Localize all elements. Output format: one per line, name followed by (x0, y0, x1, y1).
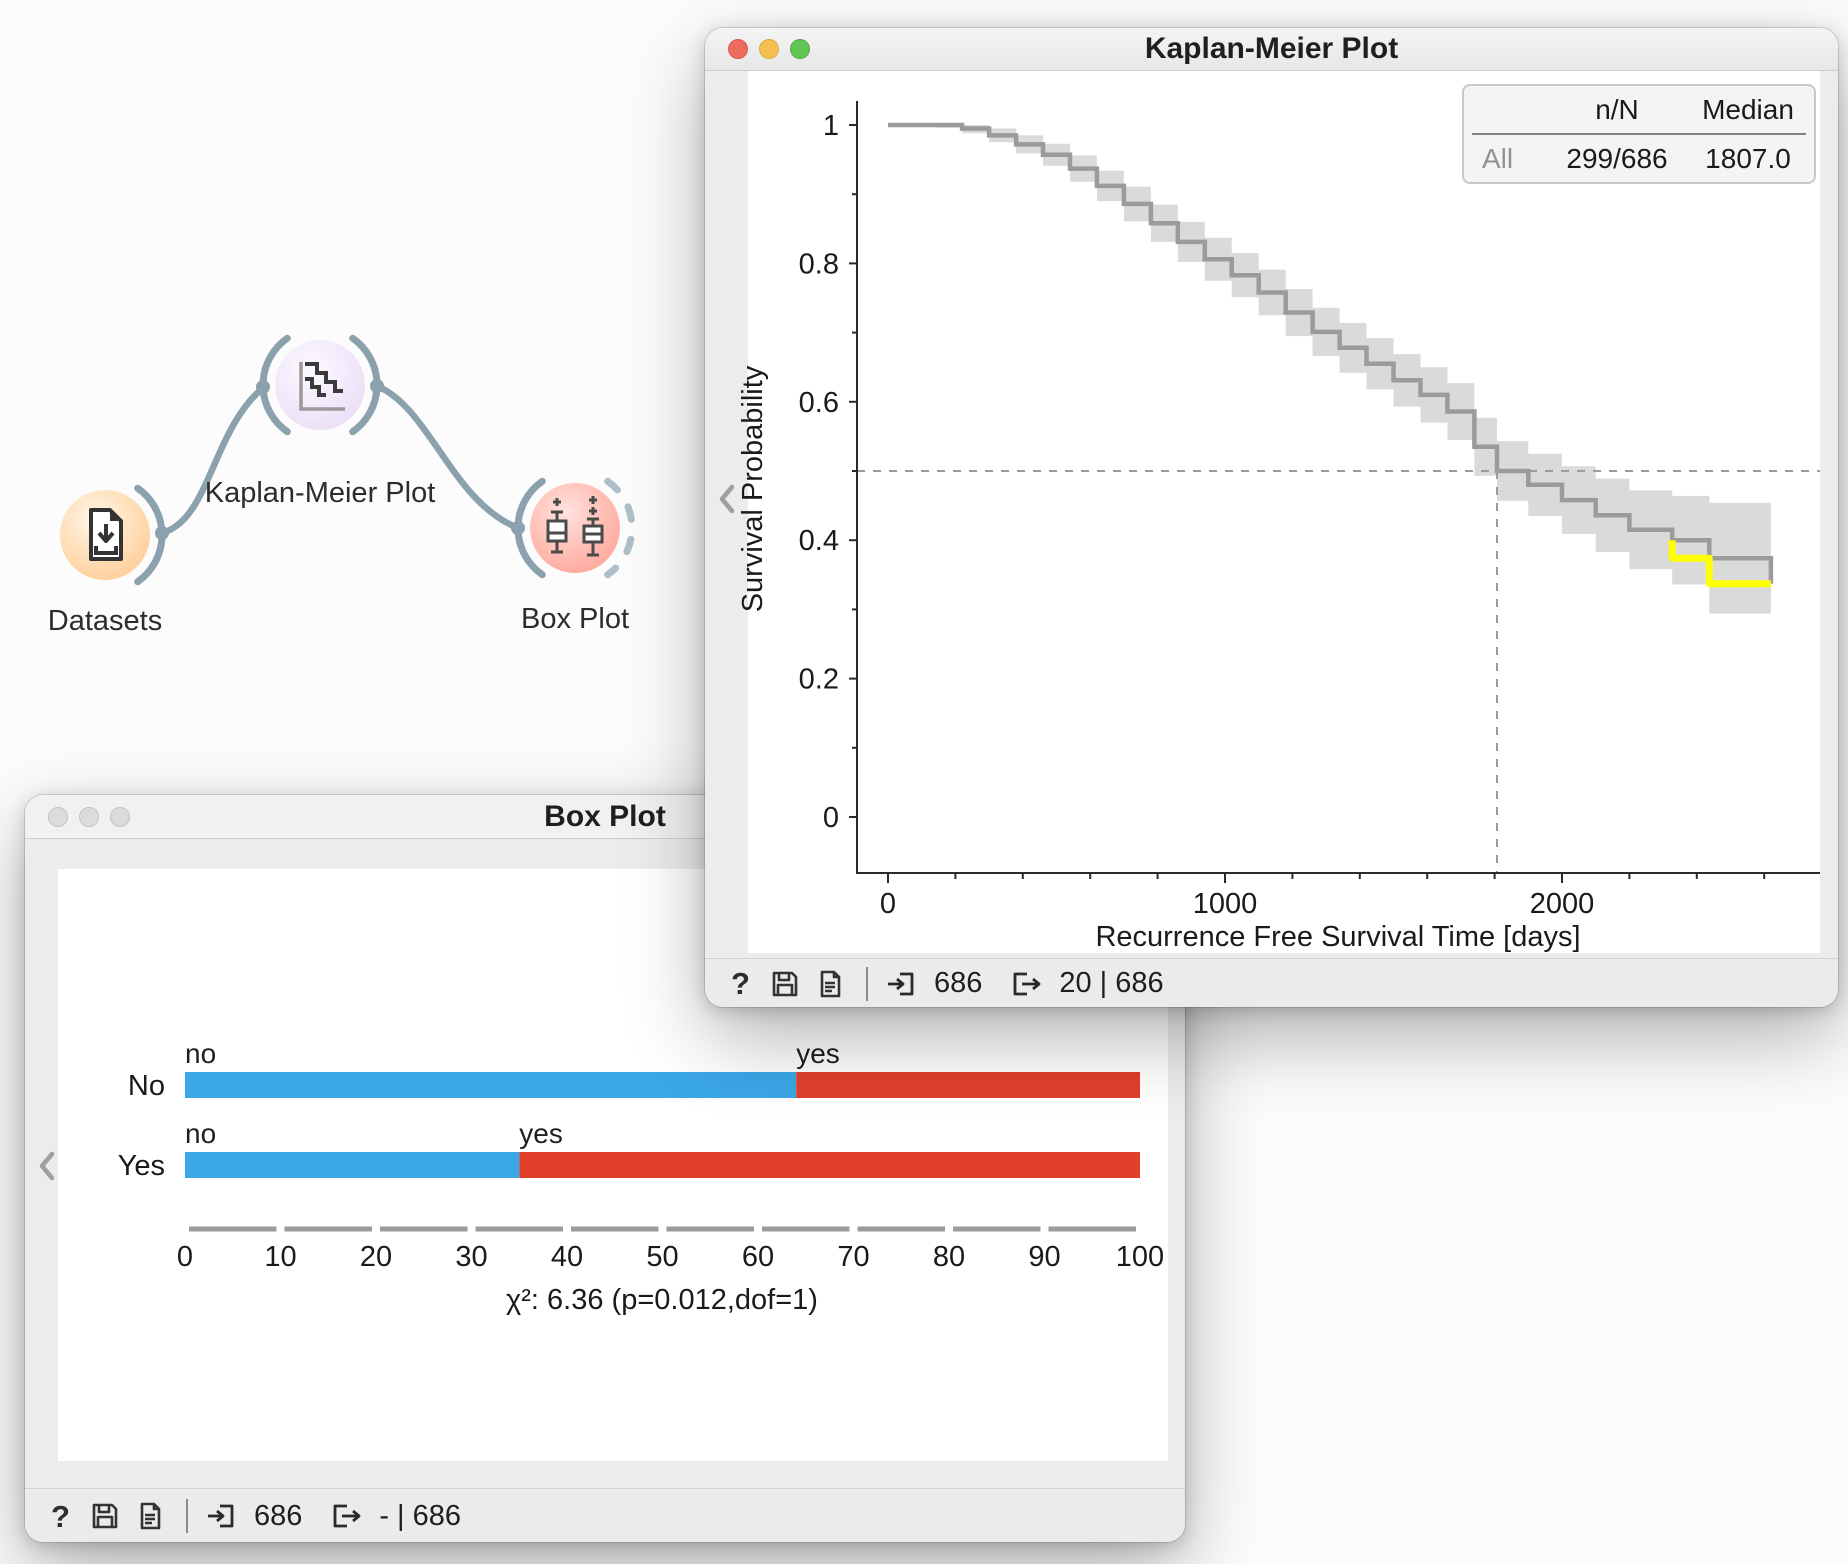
svg-text:60: 60 (742, 1241, 774, 1273)
output-count-icon (330, 1500, 366, 1532)
legend-header-nN: n/N (1595, 93, 1639, 125)
svg-text:0: 0 (823, 802, 839, 834)
legend-row-median: 1807.0 (1705, 142, 1791, 174)
km-highlighted-segment[interactable] (1668, 540, 1771, 588)
svg-text:0: 0 (880, 888, 896, 920)
svg-text:80: 80 (933, 1241, 965, 1273)
window-title: Kaplan-Meier Plot (1144, 32, 1399, 65)
widget-node-datasets[interactable]: Datasets (48, 490, 162, 637)
save-icon[interactable] (769, 968, 801, 1000)
km-survival-curve[interactable] (888, 122, 1774, 584)
kaplan-meier-content: 0 0.2 0.4 0.6 0.8 1 0 1000 2000 Recurrence Free S… (705, 71, 1838, 958)
bar-segment-label: yes (796, 1038, 840, 1069)
status-divider (865, 966, 868, 1001)
svg-text:1000: 1000 (1193, 888, 1258, 920)
bar-row-label: Yes (118, 1150, 165, 1182)
bar-row-label: No (128, 1070, 165, 1102)
help-icon[interactable]: ? (731, 966, 750, 1001)
svg-text:90: 90 (1028, 1241, 1060, 1273)
datasets-icon (89, 508, 123, 561)
svg-text:50: 50 (646, 1241, 678, 1273)
km-status-bar: ? 686 20 | 686 (705, 958, 1838, 1007)
legend-row-all[interactable]: All 299/686 1807.0 (1464, 135, 1814, 182)
close-button[interactable] (728, 39, 748, 59)
save-icon[interactable] (89, 1500, 121, 1532)
box-plot-status-bar: ? 686 - | 686 (25, 1488, 1185, 1542)
report-icon[interactable] (134, 1500, 166, 1532)
svg-text:10: 10 (264, 1241, 296, 1273)
box-plot-window: Box Plot no yes No no yes Yes 0 10 20 30 40 50 60 70 8… (25, 795, 1185, 1542)
bar-segment-no-no[interactable] (185, 1072, 797, 1098)
widget-node-kaplan-meier[interactable]: Kaplan-Meier Plot (205, 340, 436, 509)
kaplan-meier-icon (299, 362, 345, 411)
bar-segment-label: no (185, 1118, 216, 1149)
collapse-chevron-icon[interactable] (38, 1151, 56, 1181)
widget-label-kaplan-meier: Kaplan-Meier Plot (205, 477, 436, 509)
km-input-arc[interactable] (259, 334, 291, 436)
legend-row-nN: 299/686 (1566, 142, 1668, 174)
kaplan-meier-window: Kaplan-Meier Plot 0 0.2 0.4 0.6 0.8 1 0 1000 200… (705, 28, 1838, 1007)
bar-segment-label: yes (519, 1118, 563, 1149)
svg-text:1: 1 (823, 110, 839, 142)
widget-node-boxplot[interactable]: Box Plot (521, 483, 629, 635)
output-count: - | 686 (379, 1499, 462, 1532)
svg-text:70: 70 (837, 1241, 869, 1273)
svg-text:0.6: 0.6 (799, 387, 839, 419)
input-count-icon (205, 1500, 241, 1532)
zoom-button[interactable] (790, 39, 810, 59)
svg-text:0.2: 0.2 (799, 664, 839, 696)
legend-row-label: All (1482, 142, 1514, 174)
km-axes (849, 101, 1820, 883)
close-button[interactable] (48, 806, 68, 827)
bar-segment-yes-no[interactable] (185, 1152, 520, 1178)
zoom-button[interactable] (110, 806, 130, 827)
minimize-button[interactable] (79, 806, 99, 827)
minimize-button[interactable] (759, 39, 779, 59)
window-title: Box Plot (544, 799, 666, 833)
help-icon[interactable]: ? (51, 1498, 70, 1534)
boxplot-input-arc[interactable] (514, 477, 546, 579)
legend-header-median: Median (1702, 93, 1794, 125)
svg-text:40: 40 (551, 1241, 583, 1273)
km-output-arc[interactable] (349, 334, 381, 436)
link-km-to-boxplot[interactable] (373, 382, 522, 532)
status-divider (185, 1499, 188, 1533)
svg-text:0.8: 0.8 (799, 248, 839, 280)
chi-square-annotation: χ²: 6.36 (p=0.012,dof=1) (506, 1284, 818, 1316)
collapse-chevron-icon[interactable] (718, 484, 736, 514)
svg-text:100: 100 (1116, 1241, 1164, 1273)
input-count-icon (885, 968, 921, 1000)
svg-text:20: 20 (360, 1241, 392, 1273)
boxplot-output-arc-dashed[interactable] (604, 477, 636, 579)
widget-label-datasets: Datasets (48, 605, 162, 637)
svg-text:0: 0 (177, 1241, 193, 1273)
svg-text:2000: 2000 (1530, 888, 1595, 920)
box-plot-content: no yes No no yes Yes 0 10 20 30 40 50 60 70 80 90 100 χ²:… (25, 839, 1185, 1488)
km-x-axis-label: Recurrence Free Survival Time [days] (1095, 921, 1580, 953)
report-icon[interactable] (814, 968, 846, 1000)
input-count: 686 (933, 967, 983, 999)
kaplan-meier-titlebar[interactable]: Kaplan-Meier Plot (705, 28, 1838, 71)
svg-text:30: 30 (455, 1241, 487, 1273)
km-y-axis-label: Survival Probability (737, 365, 769, 612)
output-count-icon (1010, 968, 1046, 1000)
bar-segment-no-yes[interactable] (796, 1072, 1140, 1098)
bar-segment-label: no (185, 1038, 216, 1069)
input-count: 686 (253, 1499, 303, 1532)
datasets-output-arc[interactable] (134, 484, 166, 586)
legend-divider (1472, 133, 1806, 135)
widget-label-boxplot: Box Plot (521, 603, 629, 635)
output-count: 20 | 686 (1059, 967, 1164, 999)
km-legend: n/N Median All 299/686 1807.0 (1462, 84, 1816, 184)
link-datasets-to-km[interactable] (158, 384, 267, 537)
bar-segment-yes-yes[interactable] (519, 1152, 1140, 1178)
boxplot-icon (546, 496, 604, 557)
svg-text:0.4: 0.4 (799, 525, 839, 557)
